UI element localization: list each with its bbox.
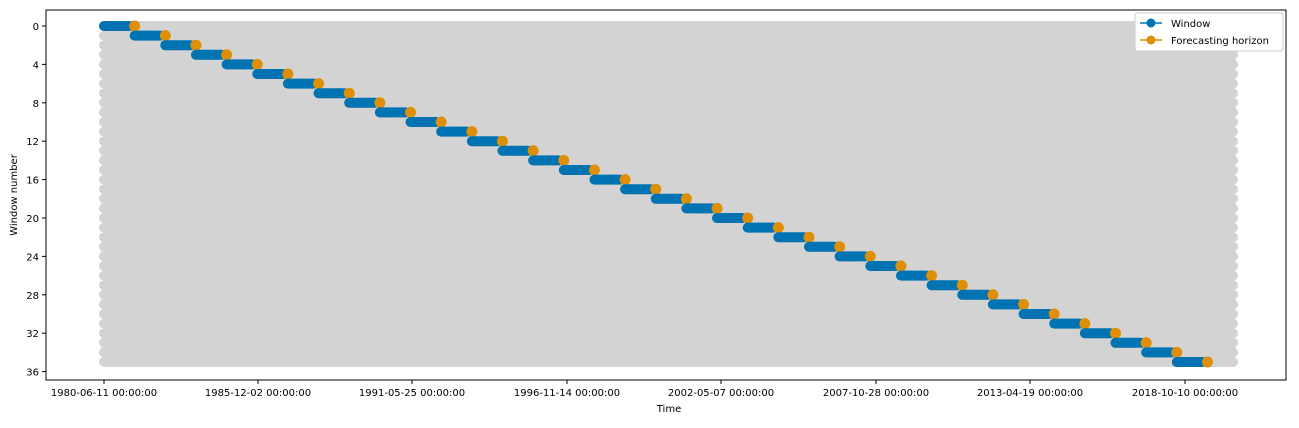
y-tick-label: 24 xyxy=(26,252,39,263)
x-tick-label: 2007-10-28 00:00:00 xyxy=(823,388,929,399)
horizon-point xyxy=(772,222,784,234)
horizon-point xyxy=(159,30,171,42)
horizon-point xyxy=(956,279,968,291)
horizon-point xyxy=(680,193,692,205)
horizon-point xyxy=(496,135,508,147)
y-axis: 0 4 8 12 16 20 24 28 32 36 xyxy=(26,22,46,379)
legend-frame xyxy=(1134,12,1284,52)
legend-horizon-label: Forecasting horizon xyxy=(1171,36,1269,47)
y-tick-label: 36 xyxy=(26,368,39,379)
horizon-point xyxy=(251,58,263,70)
horizon-point xyxy=(1048,308,1060,320)
horizon-point xyxy=(834,241,846,253)
horizon-point xyxy=(619,174,631,186)
x-tick-label: 1996-11-14 00:00:00 xyxy=(514,388,620,399)
plot-frame xyxy=(45,9,1287,381)
x-tick-label: 2018-10-10 00:00:00 xyxy=(1132,388,1238,399)
y-tick-label: 28 xyxy=(26,291,39,302)
x-tick-label: 1985-12-02 00:00:00 xyxy=(205,388,311,399)
x-tick-label: 1991-05-25 00:00:00 xyxy=(359,388,465,399)
y-tick-label: 32 xyxy=(26,329,39,340)
horizon-point xyxy=(313,78,325,90)
horizon-point xyxy=(374,97,386,109)
y-tick-label: 8 xyxy=(33,99,39,110)
horizon-point xyxy=(1018,298,1030,310)
horizon-point xyxy=(987,289,999,301)
x-axis-label: Time xyxy=(656,404,681,415)
legend-window-marker xyxy=(1146,18,1156,28)
x-tick-label: 2002-05-07 00:00:00 xyxy=(668,388,774,399)
y-tick-label: 12 xyxy=(26,137,39,148)
horizon-point xyxy=(1140,337,1152,349)
y-tick-label: 4 xyxy=(33,60,39,71)
x-tick-label: 2013-04-19 00:00:00 xyxy=(977,388,1083,399)
horizon-point xyxy=(895,260,907,272)
legend: Window Forecasting horizon xyxy=(1134,12,1284,52)
plot-area xyxy=(99,20,1238,368)
y-tick-label: 16 xyxy=(26,176,39,187)
horizon-point xyxy=(435,116,447,128)
horizon-point xyxy=(221,49,233,61)
horizon-point xyxy=(1110,327,1122,339)
legend-horizon-marker xyxy=(1146,35,1156,45)
horizon-point xyxy=(405,106,417,118)
horizon-point xyxy=(282,68,294,80)
horizon-point xyxy=(1079,318,1091,330)
horizon-point xyxy=(926,270,938,282)
x-tick-label: 1980-06-11 00:00:00 xyxy=(51,388,157,399)
horizon-point xyxy=(1201,356,1213,368)
horizon-point xyxy=(558,154,570,166)
horizon-point xyxy=(711,202,723,214)
y-axis-label: Window number xyxy=(9,153,20,236)
y-tick-label: 20 xyxy=(26,214,39,225)
horizon-point xyxy=(1171,346,1183,358)
x-axis: 1980-06-11 00:00:00 1985-12-02 00:00:00 19… xyxy=(51,380,1238,399)
horizon-point xyxy=(650,183,662,195)
horizon-point xyxy=(588,164,600,176)
horizon-point xyxy=(527,145,539,157)
y-tick-label: 0 xyxy=(33,22,39,33)
horizon-point xyxy=(466,126,478,138)
horizon-point xyxy=(129,20,141,32)
horizon-point xyxy=(190,39,202,51)
horizon-point xyxy=(864,250,876,262)
horizon-point xyxy=(343,87,355,99)
horizon-point xyxy=(742,212,754,224)
legend-window-label: Window xyxy=(1171,19,1210,30)
horizon-point xyxy=(803,231,815,243)
